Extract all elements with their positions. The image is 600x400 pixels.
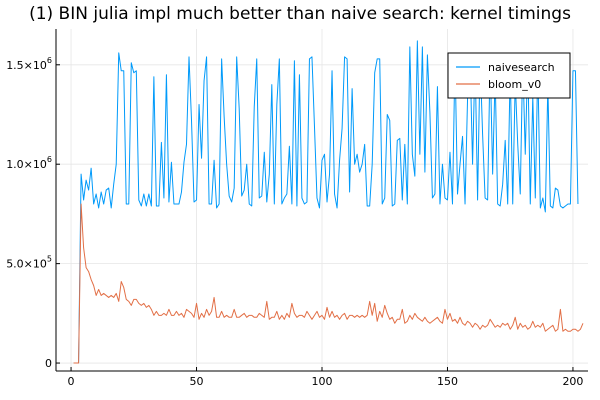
x-tick-label: 50: [190, 375, 204, 388]
legend-label-bloom_v0: bloom_v0: [488, 78, 541, 91]
x-tick-label: 200: [562, 375, 583, 388]
x-tick-label: 0: [68, 375, 75, 388]
x-tick-label: 150: [437, 375, 458, 388]
legend-label-naivesearch: naivesearch: [488, 61, 555, 74]
x-tick-label: 100: [312, 375, 333, 388]
series-line-naivesearch: [73, 40, 579, 364]
y-tick-label: 1.0×106: [6, 155, 52, 171]
legend: naivesearch bloom_v0: [447, 52, 571, 99]
y-tick-label: 1.5×106: [6, 56, 52, 72]
series-line-bloom_v0: [73, 203, 584, 364]
legend-box: [447, 52, 571, 99]
series-group: [73, 40, 584, 364]
y-tick-label: 0: [45, 357, 52, 370]
chart-title: (1) BIN julia impl much better than naiv…: [29, 4, 571, 24]
axes: 0 50 100 150 200 0 5.0×105 1.0×106 1.5×106: [6, 29, 588, 388]
y-tick-label: 5.0×105: [6, 255, 52, 271]
